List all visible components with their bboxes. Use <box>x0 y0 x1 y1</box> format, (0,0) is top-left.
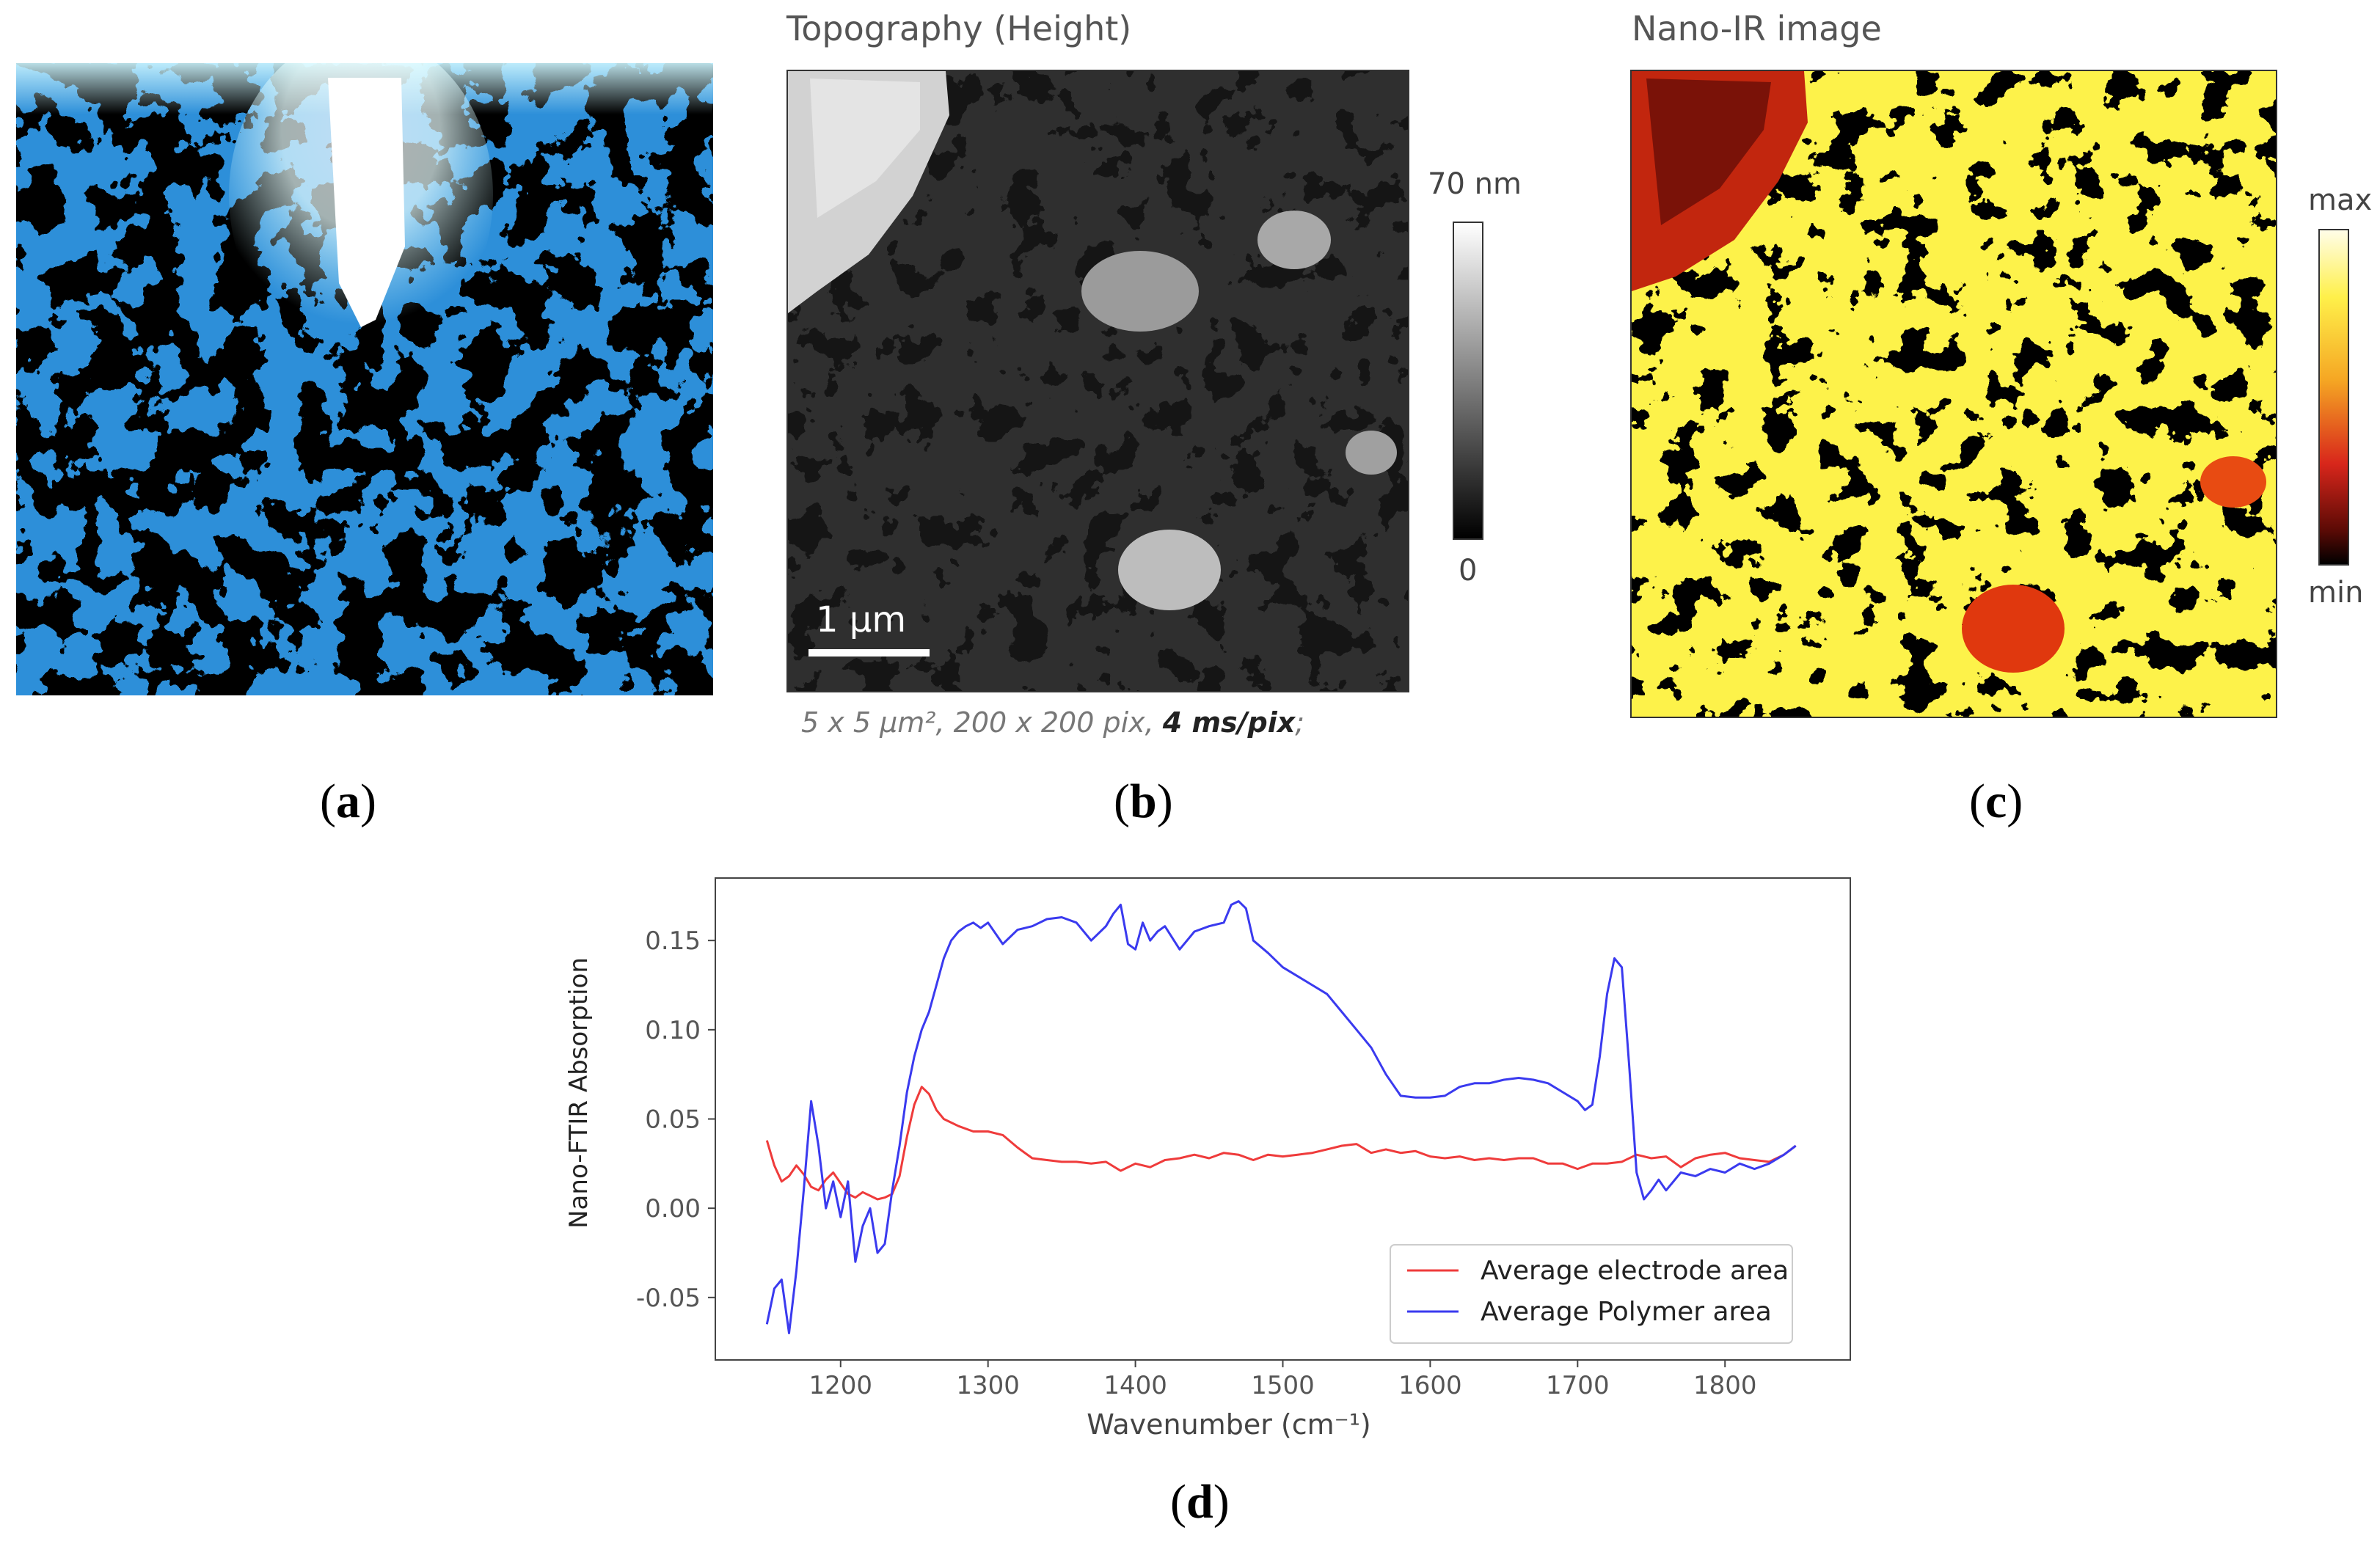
y-axis-label: Nano-FTIR Absorption <box>564 957 594 1229</box>
spectra-chart-svg: 1200 1300 1400 1500 1600 1700 1800 -0.05 0.00 0.0… <box>564 877 1851 1441</box>
topography-title: Topography (Height) <box>786 9 1132 48</box>
y-tick-label: 0.10 <box>645 1016 701 1045</box>
y-tick-label: 0.05 <box>645 1105 701 1135</box>
nano-ir-title: Nano-IR image <box>1632 9 1882 48</box>
x-tick-label: 1600 <box>1398 1371 1462 1400</box>
nano-ir-colorbar <box>2318 229 2349 566</box>
scale-bar <box>808 649 930 657</box>
nano-ir-colorbar-max: max <box>2308 183 2373 217</box>
legend: Average electrode area Average Polymer a… <box>1390 1244 1793 1344</box>
topography-image: 1 µm <box>786 70 1409 692</box>
series-line-polymer <box>765 900 1797 1334</box>
nano-ir-image <box>1630 70 2277 718</box>
caption-d: (d) <box>1170 1475 1230 1529</box>
caption-a: (a) <box>320 775 376 828</box>
x-tick-label: 1200 <box>809 1371 873 1400</box>
caption-b: (b) <box>1114 775 1173 828</box>
x-axis-label: Wavenumber (cm⁻¹) <box>1087 1408 1371 1441</box>
legend-label-electrode: Average electrode area <box>1481 1256 1789 1286</box>
x-tick-label: 1500 <box>1251 1371 1315 1400</box>
nano-ir-colorbar-min: min <box>2308 576 2364 610</box>
topography-colorbar-max: 70 nm <box>1428 167 1522 201</box>
spectra-chart: 1200 1300 1400 1500 1600 1700 1800 -0.05 0.00 0.0… <box>543 866 1864 1452</box>
x-tick-label: 1800 <box>1693 1371 1757 1400</box>
series-line-electrode <box>765 1086 1797 1201</box>
y-tick-label: 0.00 <box>645 1194 701 1224</box>
topography-colorbar <box>1453 222 1483 540</box>
caption-c: (c) <box>1969 775 2023 828</box>
x-tick-label: 1400 <box>1103 1371 1167 1400</box>
optical-microscope-image <box>16 34 713 695</box>
x-tick-label: 1300 <box>956 1371 1020 1400</box>
legend-label-polymer: Average Polymer area <box>1481 1297 1772 1327</box>
x-tick-label: 1700 <box>1546 1371 1610 1400</box>
scan-parameters: 5 x 5 µm², 200 x 200 pix, 4 ms/pix; <box>801 706 1305 739</box>
panel-a <box>16 34 713 695</box>
plot-area: 1200 1300 1400 1500 1600 1700 1800 -0.05 0.00 0.0… <box>636 877 1851 1400</box>
topography-colorbar-min: 0 <box>1459 554 1478 588</box>
y-tick-label: -0.05 <box>636 1284 701 1313</box>
legend-box <box>1390 1244 1793 1344</box>
y-tick-label: 0.15 <box>645 926 701 956</box>
scale-bar-label: 1 µm <box>816 599 907 640</box>
probe-tip-glare <box>328 78 405 327</box>
